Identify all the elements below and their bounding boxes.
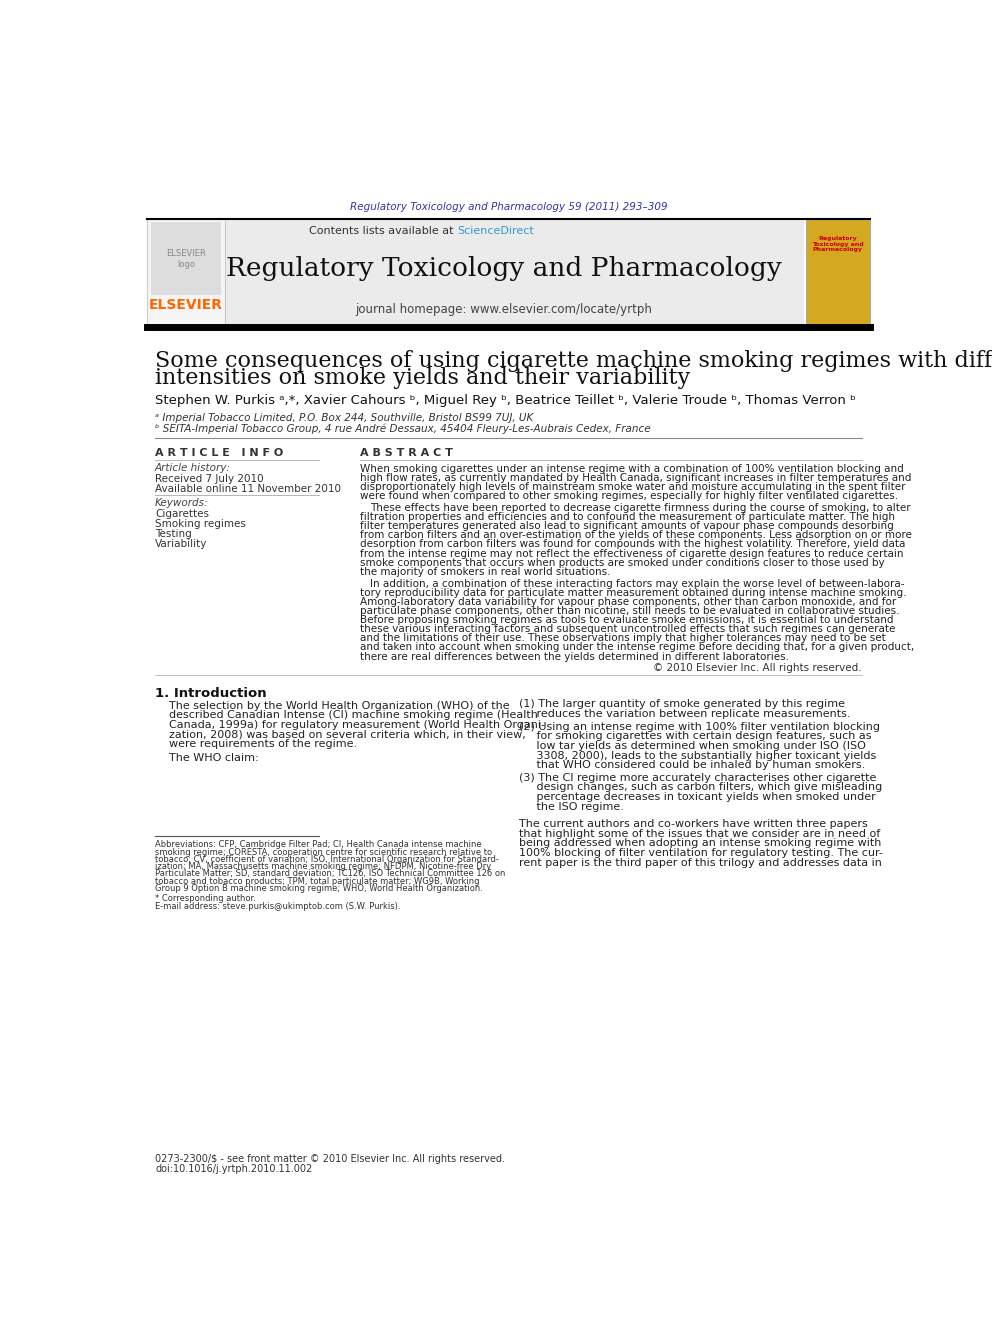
Text: Cigarettes: Cigarettes [155,509,209,519]
Text: that WHO considered could be inhaled by human smokers.: that WHO considered could be inhaled by … [519,761,865,770]
Text: these various interacting factors and subsequent uncontrolled effects that such : these various interacting factors and su… [360,624,896,634]
Bar [151,222,221,295]
Text: doi:10.1016/j.yrtph.2010.11.002: doi:10.1016/j.yrtph.2010.11.002 [155,1164,312,1174]
Text: disproportionately high levels of mainstream smoke water and moisture accumulati: disproportionately high levels of mainst… [360,482,906,492]
Text: Regulatory
Toxicology and
Pharmacology: Regulatory Toxicology and Pharmacology [812,235,864,253]
Text: 0273-2300/$ - see front matter © 2010 Elsevier Inc. All rights reserved.: 0273-2300/$ - see front matter © 2010 El… [155,1154,505,1164]
Text: Stephen W. Purkis ᵃ,*, Xavier Cahours ᵇ, Miguel Rey ᵇ, Beatrice Teillet ᵇ, Valer: Stephen W. Purkis ᵃ,*, Xavier Cahours ᵇ,… [155,394,856,407]
Text: A R T I C L E   I N F O: A R T I C L E I N F O [155,448,284,458]
Text: intensities on smoke yields and their variability: intensities on smoke yields and their va… [155,366,690,389]
Text: from carbon filters and an over-estimation of the yields of these components. Le: from carbon filters and an over-estimati… [360,531,913,540]
Text: the ISO regime.: the ISO regime. [519,802,624,812]
Text: 1. Introduction: 1. Introduction [155,687,267,700]
Text: Canada, 1999a) for regulatory measurement (World Health Organi-: Canada, 1999a) for regulatory measuremen… [169,720,545,730]
Text: the majority of smokers in real world situations.: the majority of smokers in real world si… [360,566,611,577]
Text: ization; MA, Massachusetts machine smoking regime; NFDPM, Nicotine-free Dry: ization; MA, Massachusetts machine smoki… [155,863,491,871]
Text: Smoking regimes: Smoking regimes [155,519,246,529]
Text: were requirements of the regime.: were requirements of the regime. [169,740,357,749]
Text: that highlight some of the issues that we consider are in need of: that highlight some of the issues that w… [519,828,881,839]
Text: tory reproducibility data for particulate matter measurement obtained during int: tory reproducibility data for particulat… [360,587,907,598]
Text: A B S T R A C T: A B S T R A C T [360,448,453,458]
Text: The WHO claim:: The WHO claim: [169,753,259,763]
Text: ᵇ SEITA-Imperial Tobacco Group, 4 rue André Dessaux, 45404 Fleury-Les-Aubrais Ce: ᵇ SEITA-Imperial Tobacco Group, 4 rue An… [155,423,651,434]
Text: smoking regime; CORESTA, cooperation centre for scientific research relative to: smoking regime; CORESTA, cooperation cen… [155,848,492,856]
Text: Regulatory Toxicology and Pharmacology 59 (2011) 293–309: Regulatory Toxicology and Pharmacology 5… [349,201,668,212]
Text: (1) The larger quantity of smoke generated by this regime: (1) The larger quantity of smoke generat… [519,700,845,709]
Text: (2) Using an intense regime with 100% filter ventilation blocking: (2) Using an intense regime with 100% fi… [519,721,880,732]
Text: low tar yields as determined when smoking under ISO (ISO: low tar yields as determined when smokin… [519,741,866,751]
Text: ᵃ Imperial Tobacco Limited, P.O. Box 244, Southville, Bristol BS99 7UJ, UK: ᵃ Imperial Tobacco Limited, P.O. Box 244… [155,413,534,423]
Text: smoke components that occurs when products are smoked under conditions closer to: smoke components that occurs when produc… [360,557,885,568]
Text: for smoking cigarettes with certain design features, such as: for smoking cigarettes with certain desi… [519,732,872,741]
Text: described Canadian Intense (CI) machine smoking regime (Health: described Canadian Intense (CI) machine … [169,710,538,721]
Text: there are real differences between the yields determined in different laboratori: there are real differences between the y… [360,651,790,662]
Text: © 2010 Elsevier Inc. All rights reserved.: © 2010 Elsevier Inc. All rights reserved… [653,663,862,673]
Text: Contents lists available at: Contents lists available at [310,226,457,235]
Text: Some consequences of using cigarette machine smoking regimes with different: Some consequences of using cigarette mac… [155,349,992,372]
Text: particulate phase components, other than nicotine, still needs to be evaluated i: particulate phase components, other than… [360,606,900,617]
Bar [147,218,225,325]
Text: desorption from carbon filters was found for compounds with the highest volatili: desorption from carbon filters was found… [360,540,906,549]
Text: and the limitations of their use. These observations imply that higher tolerance: and the limitations of their use. These … [360,634,886,643]
Text: journal homepage: www.elsevier.com/locate/yrtph: journal homepage: www.elsevier.com/locat… [355,303,652,316]
Text: from the intense regime may not reflect the effectiveness of cigarette design fe: from the intense regime may not reflect … [360,549,904,558]
Text: ScienceDirect: ScienceDirect [457,226,534,235]
Text: E-mail address: steve.purkis@ukimptob.com (S.W. Purkis).: E-mail address: steve.purkis@ukimptob.co… [155,902,401,910]
Text: rent paper is the third paper of this trilogy and addresses data in: rent paper is the third paper of this tr… [519,857,882,868]
Text: filter temperatures generated also lead to significant amounts of vapour phase c: filter temperatures generated also lead … [360,521,894,532]
Text: tobacco and tobacco products; TPM, total particulate matter; WG9B, Working: tobacco and tobacco products; TPM, total… [155,877,479,886]
Text: * Corresponding author.: * Corresponding author. [155,894,256,904]
Text: 3308, 2000), leads to the substantially higher toxicant yields: 3308, 2000), leads to the substantially … [519,750,877,761]
Text: 100% blocking of filter ventilation for regulatory testing. The cur-: 100% blocking of filter ventilation for … [519,848,883,857]
Text: In addition, a combination of these interacting factors may explain the worse le: In addition, a combination of these inte… [370,579,904,589]
Text: (3) The CI regime more accurately characterises other cigarette: (3) The CI regime more accurately charac… [519,773,877,783]
Text: Variability: Variability [155,540,207,549]
Text: Particulate Matter; SD, standard deviation; TC126, ISO Technical Committee 126 o: Particulate Matter; SD, standard deviati… [155,869,505,878]
Text: reduces the variation between replicate measurements.: reduces the variation between replicate … [519,709,851,718]
Text: Received 7 July 2010: Received 7 July 2010 [155,474,264,484]
Text: high flow rates, as currently mandated by Health Canada, significant increases i: high flow rates, as currently mandated b… [360,472,912,483]
Text: tobacco; CV, coefficient of variation; ISO, International Organization for Stand: tobacco; CV, coefficient of variation; I… [155,855,499,864]
Text: ELSEVIER
logo: ELSEVIER logo [166,249,206,269]
Text: Available online 11 November 2010: Available online 11 November 2010 [155,484,341,493]
Text: and taken into account when smoking under the intense regime before deciding tha: and taken into account when smoking unde… [360,643,915,652]
Text: being addressed when adopting an intense smoking regime with: being addressed when adopting an intense… [519,839,882,848]
Text: Testing: Testing [155,529,191,540]
Text: filtration properties and efficiencies and to confound the measurement of partic: filtration properties and efficiencies a… [360,512,896,523]
Text: were found when compared to other smoking regimes, especially for highly filter : were found when compared to other smokin… [360,491,899,501]
Text: When smoking cigarettes under an intense regime with a combination of 100% venti: When smoking cigarettes under an intense… [360,463,904,474]
Text: zation, 2008) was based on several criteria which, in their view,: zation, 2008) was based on several crite… [169,730,526,740]
Text: Keywords:: Keywords: [155,499,208,508]
Text: The current authors and co-workers have written three papers: The current authors and co-workers have … [519,819,868,830]
Text: These effects have been reported to decrease cigarette firmness during the cours: These effects have been reported to decr… [370,503,911,513]
Text: The selection by the World Health Organization (WHO) of the: The selection by the World Health Organi… [169,701,510,710]
Bar [192,218,805,325]
Text: Group 9 Option B machine smoking regime; WHO, World Health Organization.: Group 9 Option B machine smoking regime;… [155,884,483,893]
Text: design changes, such as carbon filters, which give misleading: design changes, such as carbon filters, … [519,782,883,792]
Text: Among-laboratory data variability for vapour phase components, other than carbon: Among-laboratory data variability for va… [360,597,897,607]
Text: Abbreviations: CFP, Cambridge Filter Pad; CI, Health Canada intense machine: Abbreviations: CFP, Cambridge Filter Pad… [155,840,482,849]
Text: Article history:: Article history: [155,463,231,472]
Text: percentage decreases in toxicant yields when smoked under: percentage decreases in toxicant yields … [519,792,876,802]
Text: Before proposing smoking regimes as tools to evaluate smoke emissions, it is ess: Before proposing smoking regimes as tool… [360,615,894,626]
Bar [806,218,870,325]
Text: Regulatory Toxicology and Pharmacology: Regulatory Toxicology and Pharmacology [226,257,782,282]
Text: ELSEVIER: ELSEVIER [149,298,223,312]
